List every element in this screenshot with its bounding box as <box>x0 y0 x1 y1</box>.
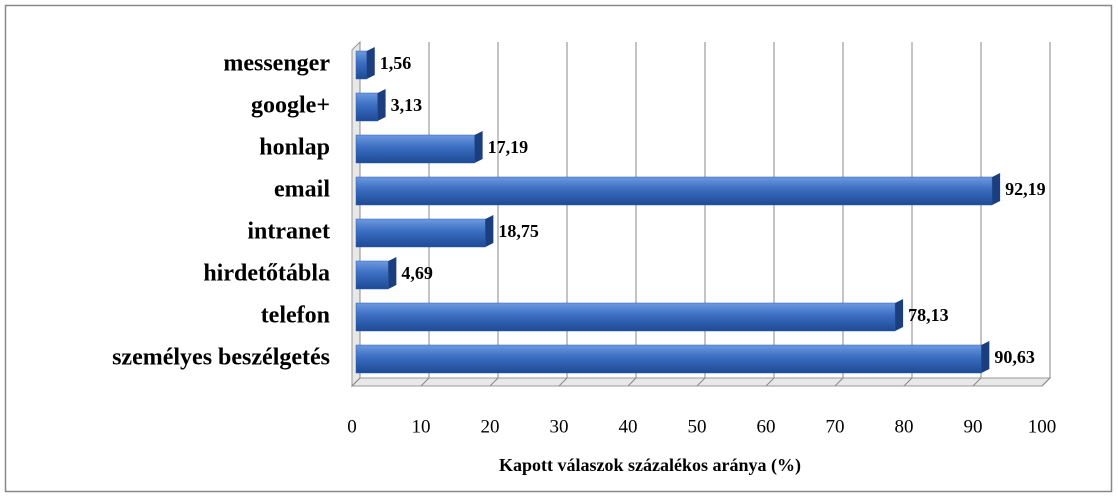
value-label: 4,69 <box>401 263 433 283</box>
grid-line-floor <box>351 377 361 387</box>
grid-line-floor <box>696 377 706 387</box>
grid-line-floor <box>834 377 844 387</box>
bar <box>355 92 378 122</box>
grid-line-floor <box>765 377 775 387</box>
x-tick-label: 20 <box>481 416 500 437</box>
value-label: 1,56 <box>380 53 412 73</box>
value-label: 18,75 <box>498 221 539 241</box>
category-label: intranet <box>247 219 330 245</box>
x-tick-label: 100 <box>1028 416 1057 437</box>
x-tick-label: 10 <box>412 416 431 437</box>
x-tick-label: 90 <box>964 416 983 437</box>
category-label: google+ <box>251 93 330 119</box>
value-label: 17,19 <box>488 137 528 157</box>
bar-end <box>485 215 494 247</box>
value-label: 78,13 <box>908 305 949 325</box>
bar-end <box>895 299 904 331</box>
bar-end <box>474 131 483 163</box>
bar <box>355 302 896 332</box>
grid-line-floor <box>489 377 499 387</box>
bar <box>355 50 368 80</box>
bar-end <box>366 47 375 79</box>
value-label: 90,63 <box>994 347 1034 367</box>
value-label: 3,13 <box>391 95 423 115</box>
bar <box>355 218 486 248</box>
grid-line-floor <box>1041 377 1051 387</box>
category-label: messenger <box>223 51 330 77</box>
category-label: email <box>274 177 330 203</box>
bar-end <box>388 257 397 289</box>
bar <box>355 134 475 164</box>
bar-end <box>981 341 990 373</box>
x-tick-label: 0 <box>347 416 357 437</box>
bar-end <box>992 173 1001 205</box>
bar <box>355 176 993 206</box>
category-label: személyes beszélgetés <box>112 345 330 371</box>
category-label: honlap <box>259 135 330 161</box>
x-tick-label: 60 <box>757 416 776 437</box>
grid-line-floor <box>558 377 568 387</box>
x-tick-label: 80 <box>895 416 914 437</box>
x-axis-title: Kapott válaszok százalékos aránya (%) <box>499 455 801 476</box>
x-tick-label: 50 <box>688 416 707 437</box>
category-label: hirdetőtábla <box>203 261 330 287</box>
grid-line-floor <box>420 377 430 387</box>
x-tick-label: 30 <box>550 416 569 437</box>
chart-frame <box>4 4 1113 493</box>
bar <box>355 344 982 374</box>
value-label: 92,19 <box>1005 179 1046 199</box>
x-tick-label: 70 <box>826 416 845 437</box>
x-tick-label: 40 <box>619 416 638 437</box>
grid-line-floor <box>903 377 913 387</box>
grid-line-floor <box>972 377 982 387</box>
grid-line-floor <box>627 377 637 387</box>
bar-end <box>377 89 386 121</box>
category-label: telefon <box>261 303 330 329</box>
bar <box>355 260 389 290</box>
